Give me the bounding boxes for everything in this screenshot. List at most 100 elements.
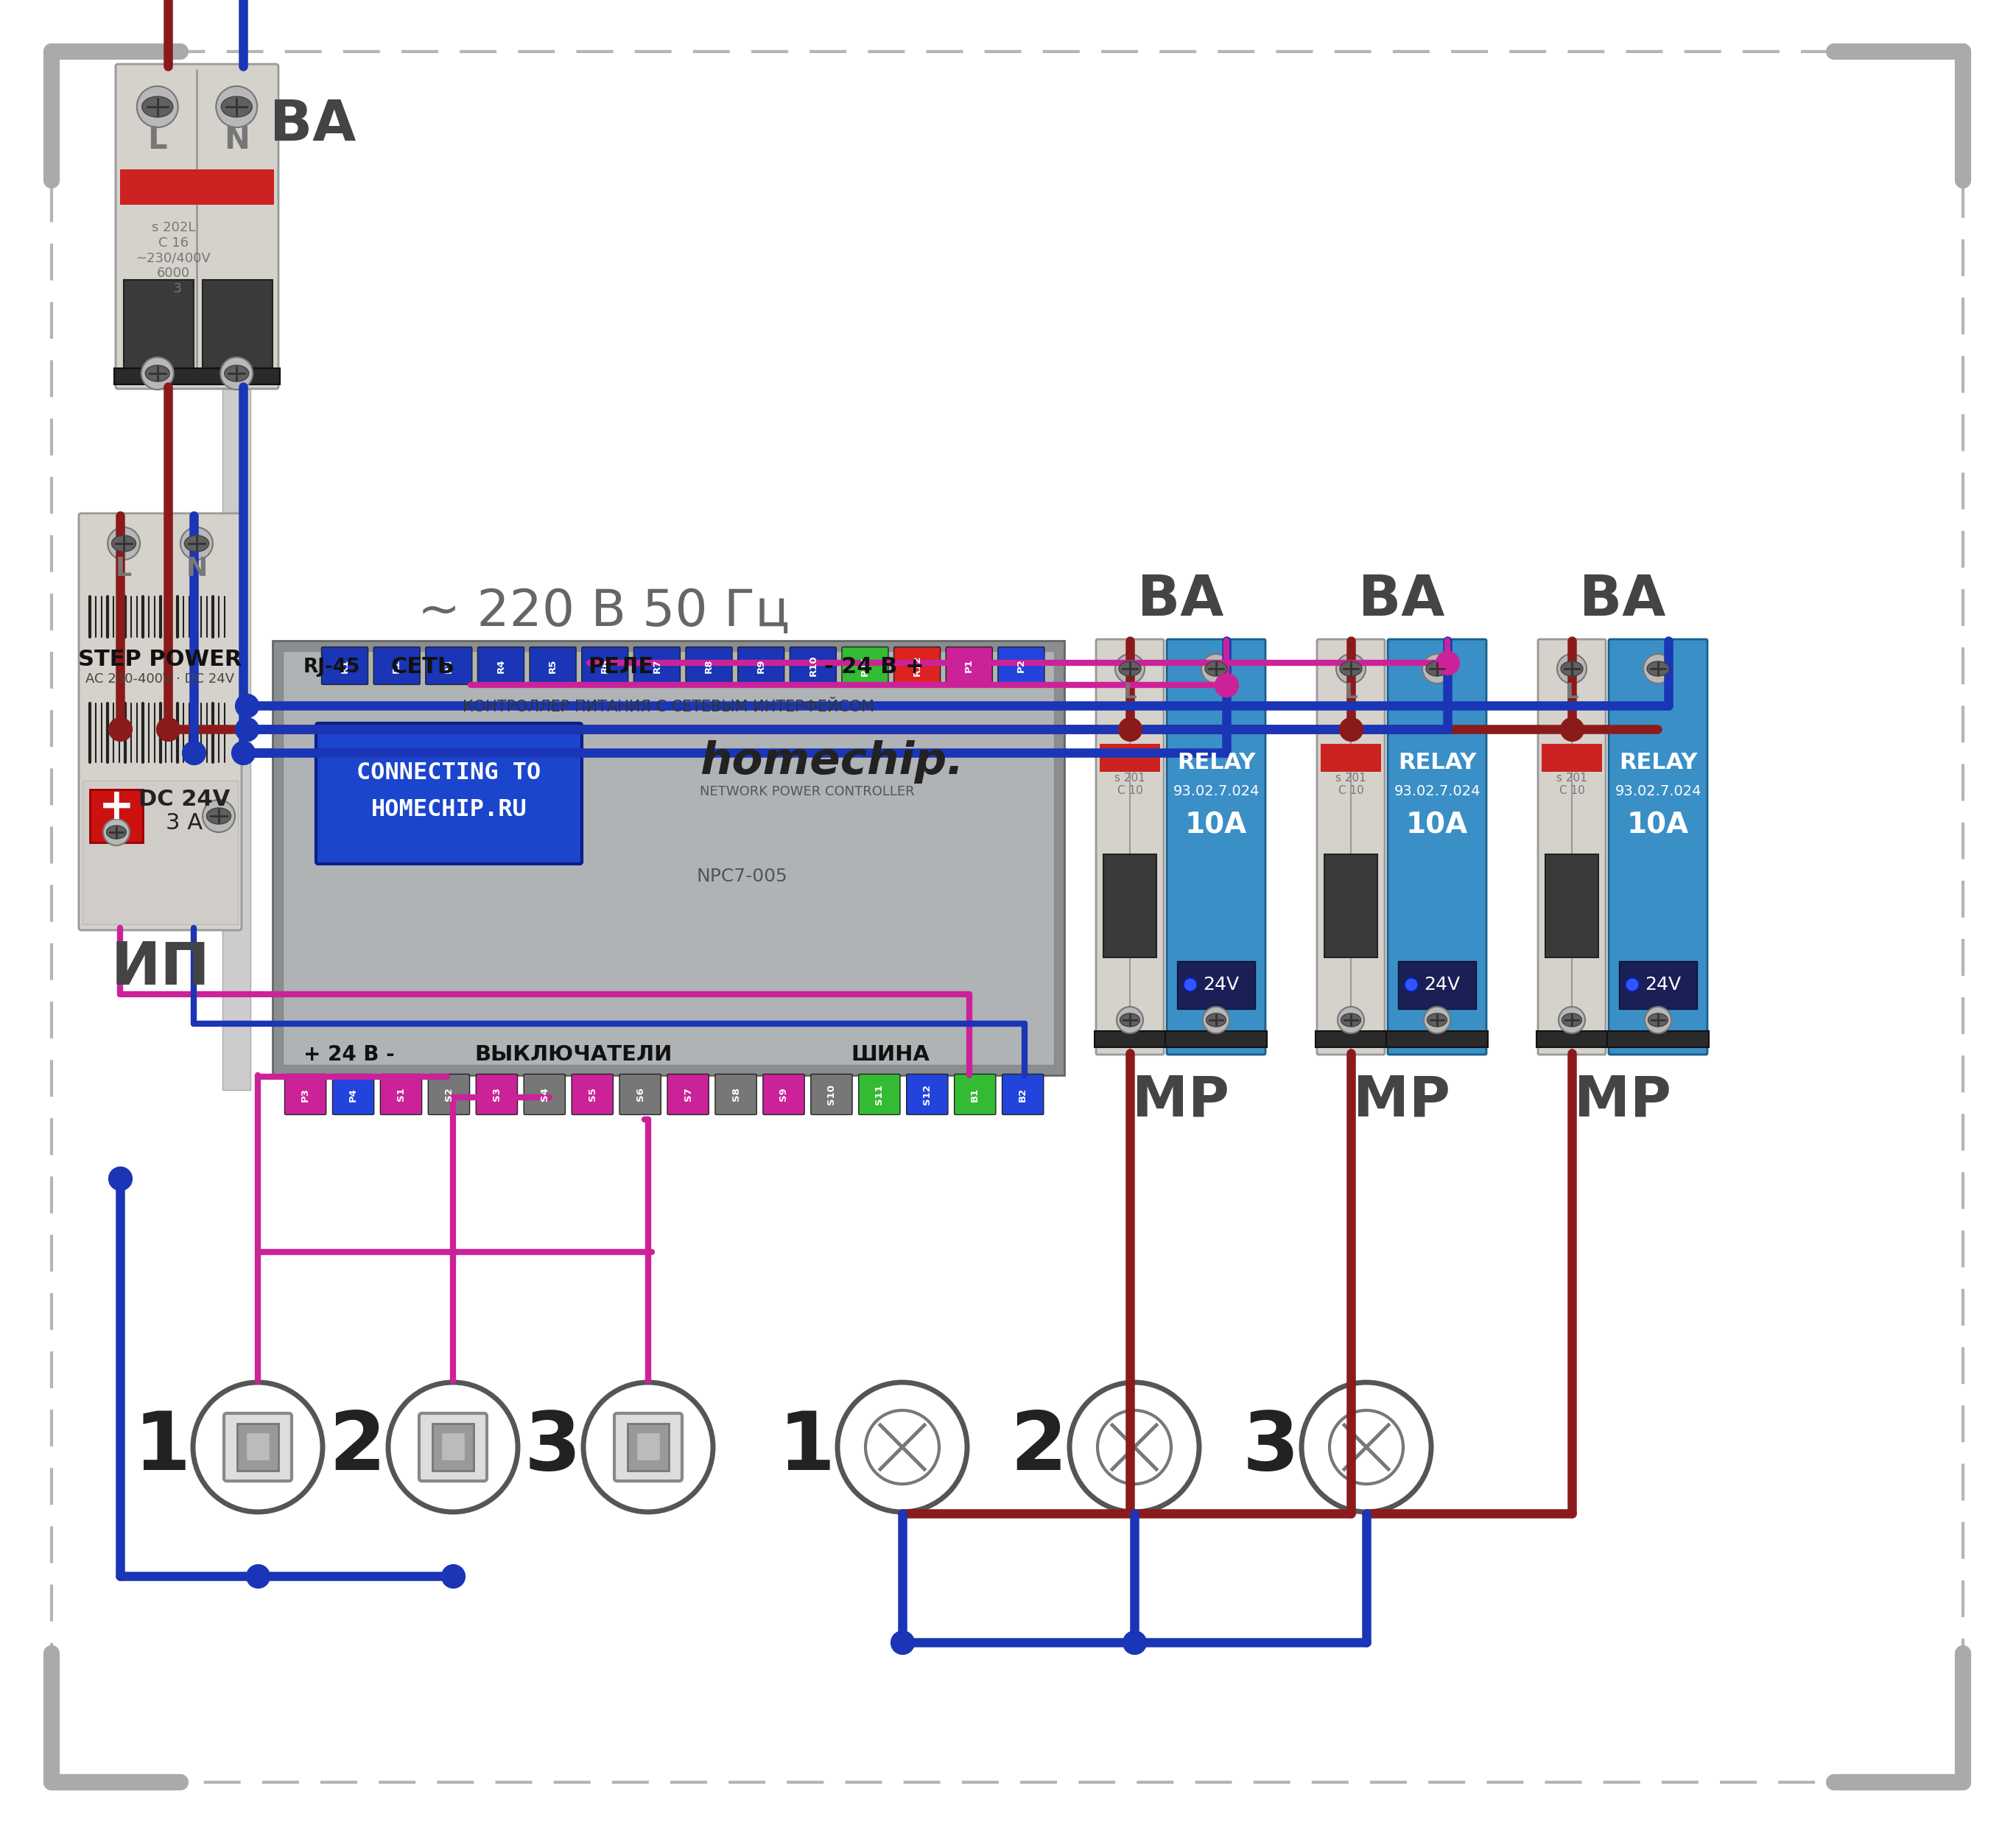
FancyBboxPatch shape xyxy=(476,1074,518,1114)
Text: S11: S11 xyxy=(875,1083,885,1105)
FancyBboxPatch shape xyxy=(633,646,679,685)
Text: КОНТРОЛЛЕР ПИТАНИЯ С СЕТЕВЫМ ИНТЕРФЕЙСОМ: КОНТРОЛЛЕР ПИТАНИЯ С СЕТЕВЫМ ИНТЕРФЕЙСОМ xyxy=(462,700,875,714)
Text: S5: S5 xyxy=(587,1087,597,1102)
Circle shape xyxy=(1643,654,1673,683)
Text: homechip.: homechip. xyxy=(700,740,964,784)
Circle shape xyxy=(583,1383,714,1513)
Bar xyxy=(1320,744,1381,771)
Text: ИП: ИП xyxy=(111,940,210,997)
FancyBboxPatch shape xyxy=(282,652,1054,1065)
Text: L: L xyxy=(1564,681,1579,703)
Ellipse shape xyxy=(1206,1013,1226,1026)
Text: CONNECTING TO: CONNECTING TO xyxy=(357,762,540,784)
Bar xyxy=(121,169,274,206)
FancyBboxPatch shape xyxy=(1167,639,1266,1054)
FancyBboxPatch shape xyxy=(619,1074,661,1114)
Text: P3: P3 xyxy=(300,1087,310,1102)
Ellipse shape xyxy=(185,536,210,551)
Text: R1: R1 xyxy=(341,659,349,674)
FancyBboxPatch shape xyxy=(667,1074,710,1114)
Circle shape xyxy=(1204,1006,1230,1034)
Bar xyxy=(1095,1032,1165,1047)
Text: P2: P2 xyxy=(1016,659,1026,672)
Bar xyxy=(1387,1032,1488,1047)
Circle shape xyxy=(194,1383,323,1513)
Text: МР: МР xyxy=(1353,1074,1450,1129)
Text: S1: S1 xyxy=(397,1087,405,1102)
FancyBboxPatch shape xyxy=(272,641,1064,1076)
Text: s 201
C 10: s 201 C 10 xyxy=(1115,773,1145,797)
FancyBboxPatch shape xyxy=(115,64,278,389)
Bar xyxy=(431,1423,474,1471)
FancyBboxPatch shape xyxy=(419,1414,488,1482)
Circle shape xyxy=(1645,1006,1671,1034)
FancyBboxPatch shape xyxy=(573,1074,613,1114)
Text: РЕЛЕ: РЕЛЕ xyxy=(589,657,653,677)
Text: RELAY: RELAY xyxy=(1619,751,1697,773)
Bar xyxy=(83,780,238,924)
Text: 2: 2 xyxy=(329,1408,385,1487)
Text: + 24 В -: + 24 В - xyxy=(304,1045,395,1065)
Circle shape xyxy=(1423,1006,1450,1034)
Ellipse shape xyxy=(1341,661,1363,676)
Bar xyxy=(1177,960,1256,1010)
Text: S9: S9 xyxy=(778,1087,788,1102)
Circle shape xyxy=(1625,979,1639,991)
FancyBboxPatch shape xyxy=(381,1074,421,1114)
FancyBboxPatch shape xyxy=(284,1074,327,1114)
Text: L: L xyxy=(1123,681,1137,703)
Text: - 24 В +: - 24 В + xyxy=(825,657,923,677)
Ellipse shape xyxy=(1647,661,1669,676)
Ellipse shape xyxy=(1649,1013,1667,1026)
FancyBboxPatch shape xyxy=(893,646,939,685)
Text: ВЫКЛЮЧАТЕЛИ: ВЫКЛЮЧАТЕЛИ xyxy=(474,1045,671,1065)
Circle shape xyxy=(1202,654,1232,683)
Ellipse shape xyxy=(222,97,252,118)
FancyBboxPatch shape xyxy=(1002,1074,1044,1114)
Text: S2: S2 xyxy=(444,1087,454,1102)
Bar xyxy=(91,789,143,843)
Circle shape xyxy=(1329,1410,1403,1483)
Text: 1: 1 xyxy=(133,1408,190,1487)
FancyBboxPatch shape xyxy=(373,646,419,685)
FancyBboxPatch shape xyxy=(321,646,369,685)
Text: N: N xyxy=(224,125,250,156)
FancyBboxPatch shape xyxy=(427,1074,470,1114)
Text: R3: R3 xyxy=(444,659,454,674)
Text: 3: 3 xyxy=(524,1408,581,1487)
FancyBboxPatch shape xyxy=(762,1074,804,1114)
Text: R9: R9 xyxy=(756,659,766,674)
Text: DC 24V: DC 24V xyxy=(139,788,230,810)
Circle shape xyxy=(137,86,177,127)
Text: 93.02.7.024: 93.02.7.024 xyxy=(1173,784,1260,799)
Text: 1: 1 xyxy=(778,1408,835,1487)
FancyBboxPatch shape xyxy=(317,723,583,865)
Text: МР: МР xyxy=(1574,1074,1671,1129)
Bar xyxy=(637,1432,659,1460)
Bar xyxy=(1325,854,1377,957)
FancyBboxPatch shape xyxy=(843,646,889,685)
FancyBboxPatch shape xyxy=(1387,639,1486,1054)
FancyBboxPatch shape xyxy=(954,1074,996,1114)
Ellipse shape xyxy=(107,826,127,839)
Ellipse shape xyxy=(1562,1013,1583,1026)
Circle shape xyxy=(103,819,129,845)
Text: 24V: 24V xyxy=(1645,975,1681,993)
Bar xyxy=(1165,1032,1266,1047)
Text: STEP POWER: STEP POWER xyxy=(79,648,242,670)
Circle shape xyxy=(1339,1006,1365,1034)
Bar xyxy=(442,1432,466,1460)
Circle shape xyxy=(1183,979,1198,991)
Text: ВА: ВА xyxy=(1137,573,1224,628)
Text: B1: B1 xyxy=(970,1087,980,1102)
Text: S3: S3 xyxy=(492,1087,502,1102)
FancyBboxPatch shape xyxy=(810,1074,853,1114)
Bar xyxy=(1536,1032,1607,1047)
Circle shape xyxy=(837,1383,968,1513)
FancyBboxPatch shape xyxy=(1316,639,1385,1054)
Bar xyxy=(1397,960,1476,1010)
FancyBboxPatch shape xyxy=(859,1074,899,1114)
FancyBboxPatch shape xyxy=(1538,639,1605,1054)
FancyBboxPatch shape xyxy=(79,514,242,931)
Bar xyxy=(1619,960,1697,1010)
